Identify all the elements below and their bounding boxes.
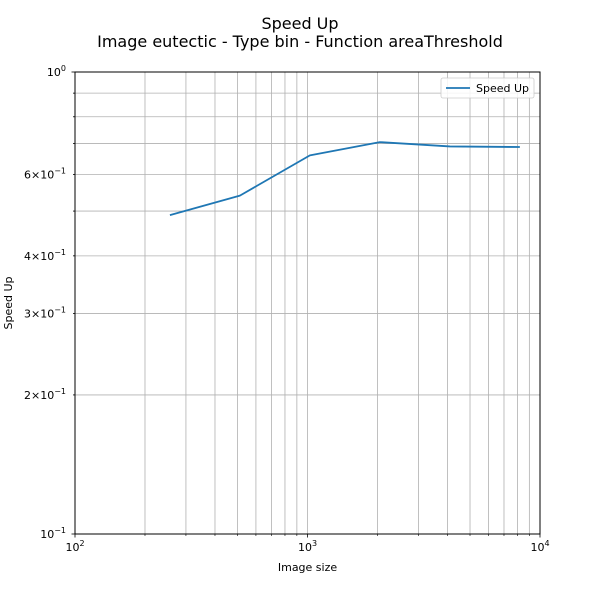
legend-box	[440, 77, 535, 99]
chart-title: Speed Up	[261, 14, 339, 33]
chart-subtitle: Image eutectic - Type bin - Function are…	[97, 32, 503, 51]
y-tick-label: 3×10−1	[24, 306, 66, 321]
x-tick-label: 104	[530, 539, 549, 554]
series-line-speed-up	[169, 141, 520, 216]
x-axis-label: Image size	[278, 561, 338, 574]
x-tick-label: 103	[298, 539, 317, 554]
y-tick-label: 4×10−1	[24, 248, 66, 263]
y-axis-label: Speed Up	[2, 276, 15, 329]
tick-labels: 102 103 104 10−1 2×10−1 3×10−1 4×10−1 6×10−1 100	[24, 64, 550, 554]
y-tick-label: 2×10−1	[24, 387, 66, 402]
x-tick-label: 102	[65, 539, 84, 554]
legend: Speed Up	[440, 77, 535, 99]
ticks	[71, 71, 541, 538]
y-tick-label: 100	[47, 64, 66, 79]
y-tick-label: 10−1	[40, 526, 66, 541]
y-tick-label: 6×10−1	[24, 166, 66, 181]
legend-label: Speed Up	[476, 82, 529, 95]
series-layer	[169, 141, 520, 216]
grid	[75, 72, 540, 534]
